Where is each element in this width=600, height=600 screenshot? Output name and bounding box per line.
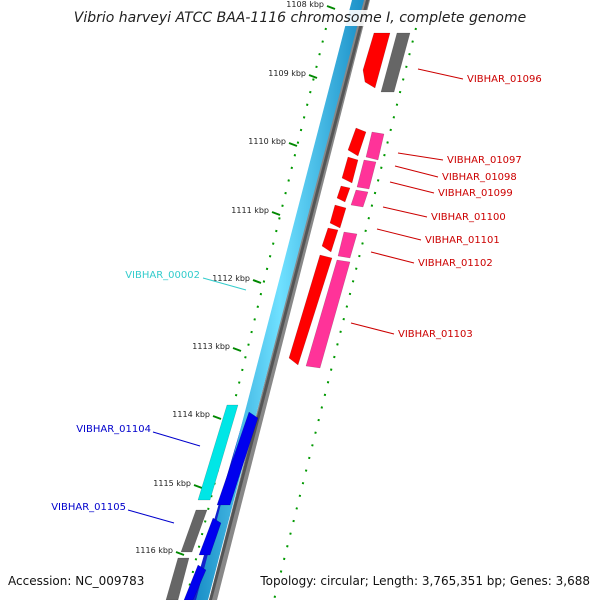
gene-label[interactable]: VIBHAR_01099: [438, 188, 513, 199]
gene-leader-line: [202, 277, 247, 291]
gene-vibhar-01103[interactable]: [305, 259, 351, 369]
kbp-tick-label: 1110 kbp: [248, 137, 286, 146]
kbp-tick-label: 1113 kbp: [192, 342, 230, 351]
gene-vibhar-01106[interactable]: [183, 564, 207, 600]
gene-vibhar-01098[interactable]: [341, 156, 359, 184]
gene-label[interactable]: VIBHAR_00002: [125, 270, 200, 281]
kbp-tick-label: 1109 kbp: [268, 69, 306, 78]
kbp-tick-label: 1115 kbp: [153, 479, 191, 488]
gene-leader-line: [127, 509, 175, 524]
gene-vibhar-01100[interactable]: [329, 204, 347, 229]
kbp-tick: [308, 74, 318, 79]
topology-info: Topology: circular; Length: 3,765,351 bp…: [260, 574, 590, 588]
gene-label[interactable]: VIBHAR_01103: [398, 329, 473, 340]
gene-vibhar-01105[interactable]: [198, 517, 222, 556]
gene-label[interactable]: VIBHAR_01098: [442, 172, 517, 183]
kbp-tick: [271, 211, 281, 216]
gene-gray-01105[interactable]: [180, 509, 208, 553]
gene-vibhar-01101-alt[interactable]: [337, 231, 358, 259]
gene-leader-line: [382, 206, 428, 218]
gene-leader-line: [376, 228, 422, 241]
gene-label[interactable]: VIBHAR_01097: [447, 155, 522, 166]
gene-label[interactable]: VIBHAR_01101: [425, 235, 500, 246]
accession-label: Accession: NC_009783: [8, 574, 145, 588]
gene-label[interactable]: VIBHAR_01100: [431, 212, 506, 223]
kbp-tick: [326, 5, 336, 10]
kbp-tick-label: 1112 kbp: [212, 274, 250, 283]
kbp-tick: [212, 415, 222, 420]
gene-leader-line: [397, 152, 444, 161]
gene-label[interactable]: VIBHAR_01096: [467, 74, 542, 85]
gene-leader-line: [389, 181, 435, 194]
gene-vibhar-01101[interactable]: [321, 227, 339, 253]
gene-vibhar-01102[interactable]: [288, 254, 333, 366]
kbp-tick-label: 1108 kbp: [286, 0, 324, 9]
kbp-tick-label: 1111 kbp: [231, 206, 269, 215]
gene-leader-line: [417, 68, 464, 80]
gene-vibhar-01097[interactable]: [347, 127, 367, 157]
kbp-tick: [193, 484, 203, 489]
kbp-tick-label: 1114 kbp: [172, 410, 210, 419]
gene-vibhar-01099-alt[interactable]: [350, 189, 369, 208]
gene-vibhar-01099[interactable]: [336, 185, 351, 203]
gene-label[interactable]: VIBHAR_01104: [76, 424, 151, 435]
gene-label[interactable]: VIBHAR_01105: [51, 502, 126, 513]
gene-leader-line: [152, 431, 201, 447]
kbp-tick: [288, 142, 298, 147]
gene-gray-01106[interactable]: [165, 557, 190, 600]
gene-vibhar-01104[interactable]: [197, 404, 239, 501]
outer-guide-right: [273, 27, 417, 600]
backbone-right-edge: [209, 0, 369, 600]
gene-leader-line: [350, 322, 395, 335]
gene-vibhar-01104-reverse[interactable]: [216, 411, 259, 506]
kbp-tick-label: 1116 kbp: [135, 546, 173, 555]
gene-vibhar-01097-alt[interactable]: [365, 131, 385, 161]
map-title: Vibrio harveyi ATCC BAA-1116 chromosome …: [0, 10, 600, 26]
gene-vibhar-01098-alt[interactable]: [356, 159, 377, 190]
gene-vibhar-01096[interactable]: [362, 32, 391, 89]
gene-leader-line: [394, 165, 439, 178]
gene-gray-01096[interactable]: [380, 32, 411, 93]
kbp-tick: [175, 551, 185, 556]
kbp-tick: [252, 279, 262, 284]
gene-leader-line: [370, 251, 415, 264]
gene-label[interactable]: VIBHAR_01102: [418, 258, 493, 269]
kbp-tick: [232, 347, 242, 352]
